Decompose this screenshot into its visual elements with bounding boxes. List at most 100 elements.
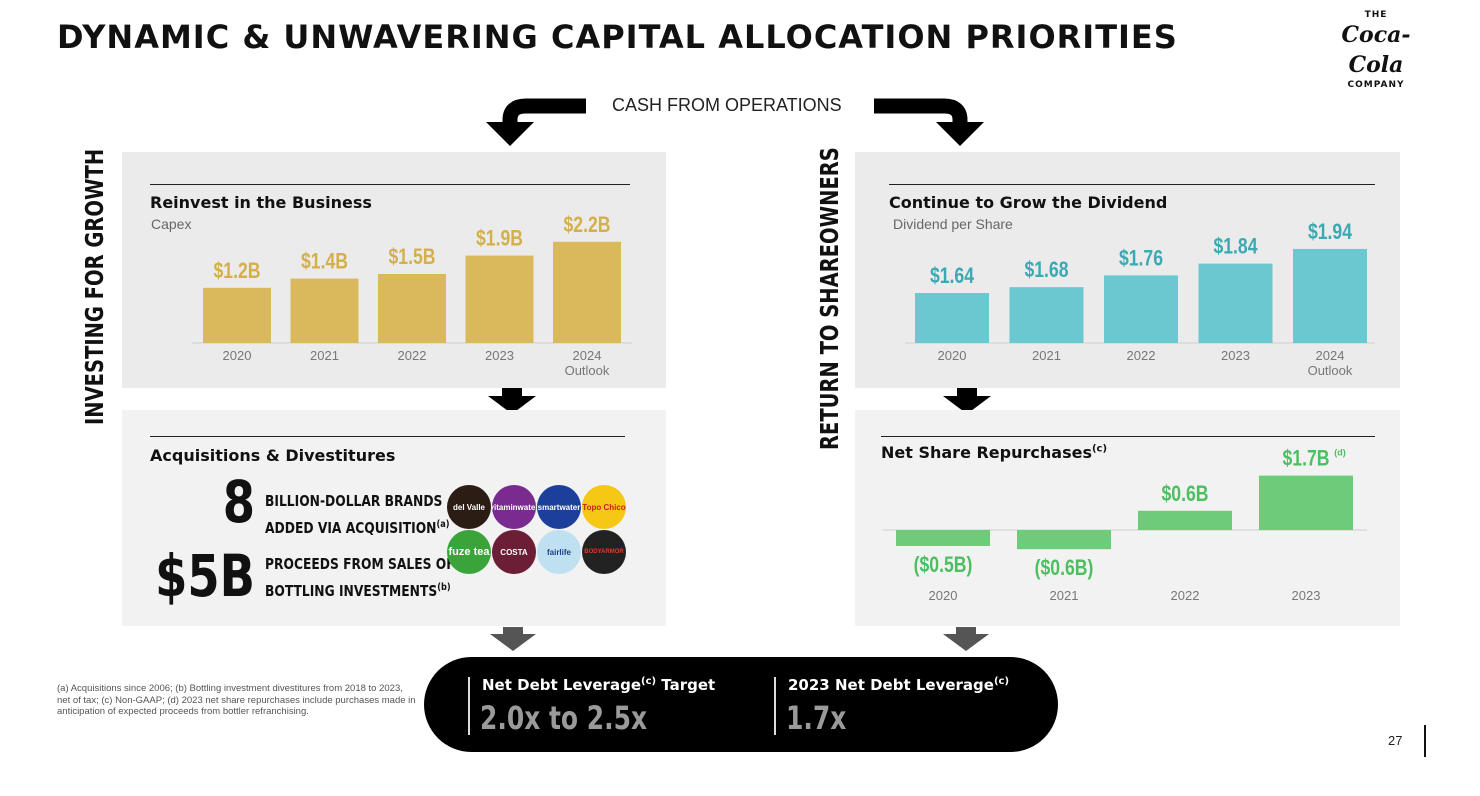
dividend-panel: Continue to Grow the Dividend Dividend p… [855, 152, 1400, 388]
leverage-target-value: 2.0x to 2.5x [480, 699, 648, 737]
net-debt-leverage-pill: Net Debt Leverage(c) Target 2.0x to 2.5x… [424, 657, 1058, 752]
repurchases-title-text: Net Share Repurchases [881, 443, 1092, 462]
page-title: DYNAMIC & UNWAVERING CAPITAL ALLOCATION … [57, 18, 1178, 56]
brand-logo-vitaminwater: vitaminwater [492, 485, 536, 529]
data-label-note: (d) [1334, 448, 1346, 458]
brand-logo-costa: COSTA [492, 530, 536, 574]
capex-subtitle: Capex [151, 216, 192, 232]
tick-label: 2022 [1127, 348, 1156, 363]
tick-label: 2024 [573, 348, 602, 363]
bar [378, 274, 446, 343]
coca-cola-logo: THE Coca-Cola COMPANY [1328, 10, 1424, 90]
brands-footnote-ref: (a) [436, 519, 450, 530]
tick-label: 2021 [1050, 588, 1079, 603]
data-label: $1.7B [1283, 447, 1330, 471]
brands-description: BILLION-DOLLAR BRANDS ADDED VIA ACQUISIT… [265, 490, 449, 540]
capex-title: Reinvest in the Business [150, 193, 372, 212]
pill-divider [774, 677, 776, 735]
page-number: 27 [1388, 733, 1403, 748]
down-arrow-icon [490, 627, 536, 651]
proceeds-line2: BOTTLING INVESTMENTS [265, 582, 438, 600]
dividend-title: Continue to Grow the Dividend [889, 193, 1168, 212]
tick-label: 2024 [1316, 348, 1345, 363]
left-curved-arrow-icon [486, 98, 586, 146]
tick-label: 2023 [1221, 348, 1250, 363]
leverage-target-label-text: Net Debt Leverage [482, 676, 641, 694]
capex-panel: Reinvest in the Business Capex $1.2B 2020… [122, 152, 666, 388]
investing-for-growth-label: INVESTING FOR GROWTH [80, 148, 109, 425]
cash-from-operations-label: CASH FROM OPERATIONS [612, 95, 842, 115]
dividend-bar-chart: $1.64 2020 $1.68 2021 $1.76 2022 $1.84 2023 $1.9… [905, 220, 1375, 378]
brand-logo-topo-chico: Topo Chico [582, 485, 626, 529]
data-label: $1.94 [1308, 220, 1352, 244]
brands-line1: BILLION-DOLLAR BRANDS [265, 492, 443, 510]
page-divider [1424, 725, 1426, 757]
leverage-actual-footnote: (c) [993, 676, 1010, 687]
dividend-subtitle: Dividend per Share [893, 216, 1013, 232]
data-label: ($0.5B) [914, 553, 973, 577]
proceeds-amount: $5B [155, 542, 255, 610]
brand-logo-del-valle: del Valle [447, 485, 491, 529]
tick-label: 2020 [938, 348, 967, 363]
proceeds-description: PROCEEDS FROM SALES OF BOTTLING INVESTME… [265, 553, 455, 603]
brand-logo-bodyarmor: BODYARMOR [582, 530, 626, 574]
proceeds-line1: PROCEEDS FROM SALES OF [265, 555, 455, 573]
leverage-actual-value: 1.7x [786, 699, 847, 737]
leverage-target-suffix: Target [656, 676, 716, 694]
repurchases-panel: Net Share Repurchases(c) ($0.5B) 2020 ($0.… [855, 410, 1400, 626]
brand-logo-fairlife: fairlife [537, 530, 581, 574]
proceeds-footnote-ref: (b) [437, 582, 451, 593]
bar [1009, 287, 1084, 343]
leverage-actual-label-text: 2023 Net Debt Leverage [788, 676, 994, 694]
tick-label: 2023 [485, 348, 514, 363]
right-curved-arrow-icon [874, 98, 984, 146]
bar [1259, 475, 1353, 530]
repurchases-bar-chart: ($0.5B) 2020 ($0.6B) 2021 $0.6B 2022 $1.7B (d) 2… [883, 447, 1367, 603]
acquisitions-rule [150, 436, 625, 437]
tick-label: 2020 [223, 348, 252, 363]
down-arrow-icon [943, 627, 989, 651]
down-arrow-icon [488, 388, 536, 414]
capex-rule [150, 184, 630, 185]
repurchases-title-footnote: (c) [1091, 443, 1108, 455]
bar [465, 255, 534, 343]
logo-bottom: COMPANY [1347, 80, 1405, 90]
data-label: $1.68 [1024, 258, 1068, 282]
repurchases-rule [881, 436, 1375, 437]
logo-top: THE [1364, 10, 1388, 20]
brands-line2: ADDED VIA ACQUISITION [265, 519, 437, 537]
tick-label: 2021 [310, 348, 339, 363]
tick-label: 2021 [1032, 348, 1061, 363]
tick-label: 2023 [1292, 588, 1321, 603]
data-label: $1.64 [930, 264, 974, 288]
brand-logo-fuze-tea: fuze tea [447, 530, 491, 574]
pill-divider [468, 677, 470, 735]
bar [1017, 530, 1111, 550]
acquisitions-title: Acquisitions & Divestitures [150, 446, 396, 465]
bar [553, 241, 621, 343]
footnote-text: (a) Acquisitions since 2006; (b) Bottlin… [57, 683, 416, 717]
capex-bar-chart: $1.2B 2020 $1.4B 2021 $1.5B 2022 $1.9B 2023 $2.2… [192, 213, 632, 378]
bar [896, 530, 990, 546]
data-label: $1.84 [1213, 235, 1257, 259]
logo-script: Coca-Cola [1341, 22, 1411, 78]
repurchases-title: Net Share Repurchases(c) [881, 443, 1107, 462]
brand-logo-smartwater: smartwater [537, 485, 581, 529]
bar [203, 287, 271, 343]
leverage-target-label: Net Debt Leverage(c) Target [482, 676, 715, 694]
bar [290, 278, 359, 343]
tick-label: Outlook [1308, 363, 1353, 378]
data-label: $2.2B [564, 213, 611, 237]
data-label: $0.6B [1162, 482, 1209, 506]
bar [915, 293, 989, 343]
tick-label: 2020 [929, 588, 958, 603]
return-to-shareowners-label: RETURN TO SHAREOWNERS [815, 147, 844, 450]
leverage-target-footnote: (c) [641, 676, 657, 687]
bar [1293, 248, 1367, 343]
data-label: $1.4B [301, 250, 348, 274]
brands-count: 8 [222, 468, 255, 536]
down-arrow-icon [943, 388, 991, 414]
data-label: $1.76 [1119, 247, 1163, 271]
bar [1138, 510, 1232, 530]
data-label: $1.2B [214, 259, 261, 283]
